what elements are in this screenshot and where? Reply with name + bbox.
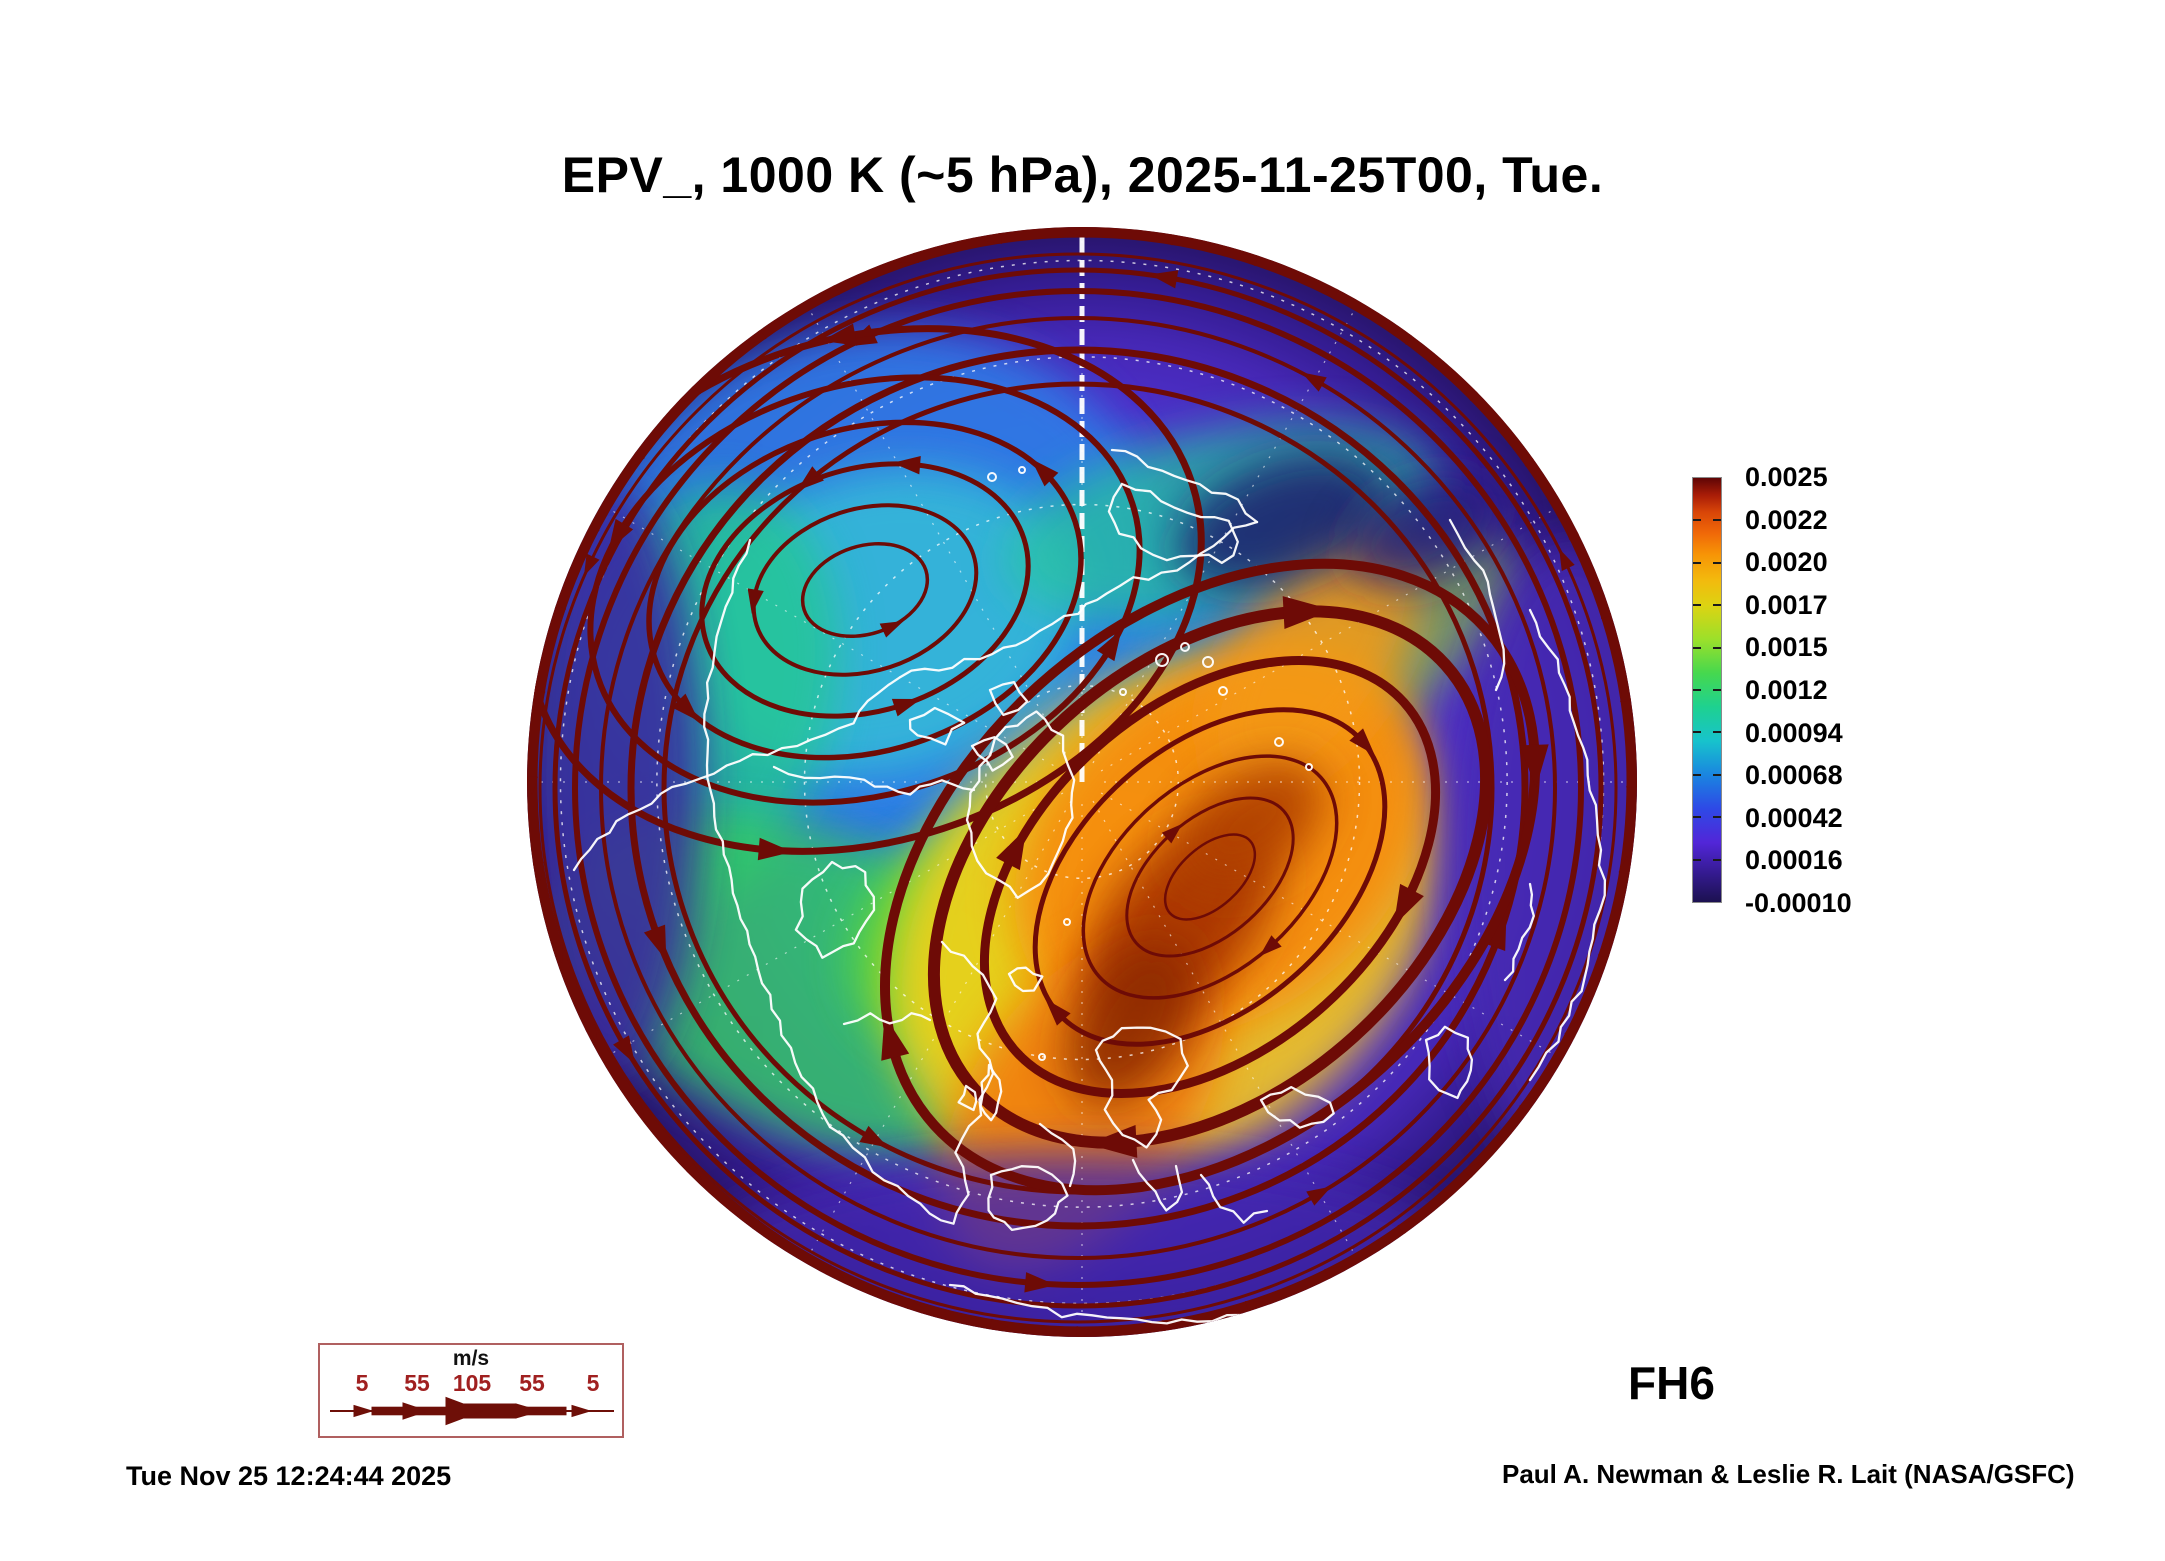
colorbar-tick-label: 0.0017 <box>1745 589 1828 620</box>
coastline-arctic-island-3 <box>988 680 1029 717</box>
coastline-east-asia-coast <box>1528 608 1607 1082</box>
colorbar-tick <box>1713 774 1721 776</box>
island-outline <box>1180 642 1190 652</box>
colorbar-tick <box>1693 774 1701 776</box>
wind-speed-value: 55 <box>404 1370 430 1396</box>
colorbar-tick-label: 0.0022 <box>1745 504 1828 535</box>
coastline-italy <box>1131 1158 1184 1212</box>
streamlines <box>527 227 1637 1337</box>
wind-legend-unit-label: m/s <box>452 1347 490 1370</box>
colorbar-tick <box>1693 731 1701 733</box>
forecast-hour-label: FH6 <box>1628 1357 1715 1409</box>
coastline-chukotka <box>1110 448 1259 524</box>
colorbar-tick <box>1713 731 1721 733</box>
island-outline <box>1305 763 1313 771</box>
plot-title: EPV_, 1000 K (~5 hPa), 2025-11-25T00, Tu… <box>561 147 1604 203</box>
coastline-caspian-sea <box>1424 1025 1474 1100</box>
coastline-iceland <box>1007 966 1044 993</box>
polar-map <box>522 222 1642 1342</box>
coastline-arctic-island-2 <box>970 736 1014 772</box>
coastline-japan <box>1503 882 1535 982</box>
colorbar-tick <box>1713 562 1721 564</box>
wind-speed-value: 105 <box>452 1370 492 1396</box>
coastline-canada-arctic-coast <box>772 765 976 796</box>
coastline-greenland <box>965 710 1076 899</box>
colorbar-tick-label: 0.00042 <box>1745 802 1843 833</box>
polar-map-canvas <box>527 227 1637 1337</box>
wind-speed-value: 55 <box>519 1370 545 1396</box>
island-outline <box>987 472 997 482</box>
colorbar-tick <box>1693 604 1701 606</box>
colorbar-tick <box>1693 689 1701 691</box>
colorbar-tick-label: 0.0012 <box>1745 675 1828 705</box>
coastline-iberia <box>987 1165 1069 1232</box>
colorbar-tick <box>1713 604 1721 606</box>
coastline-siberia-arctic-coast <box>572 520 1259 872</box>
island-outline <box>1038 1053 1046 1061</box>
colorbar-tick-label: 0.0015 <box>1745 632 1828 663</box>
coastline-arctic-island-1 <box>908 706 966 746</box>
creation-timestamp: Tue Nov 25 12:24:44 2025 <box>126 1461 452 1491</box>
colorbar-tick <box>1693 562 1701 564</box>
coastline-kamchatka <box>1448 518 1506 692</box>
colorbar-tick <box>1693 519 1701 521</box>
credit-text: Paul A. Newman & Leslie R. Lait (NASA/GS… <box>1502 1459 2075 1489</box>
coastline-great-lakes <box>842 1012 932 1026</box>
coastline-hudson-bay <box>794 860 876 959</box>
colorbar-tick <box>1693 816 1701 818</box>
island-outline <box>1063 918 1071 926</box>
island-outline <box>1202 656 1214 668</box>
coastline-great-britain <box>979 1063 1003 1122</box>
colorbar-tick-label: 0.0020 <box>1745 547 1828 578</box>
colorbar <box>1692 477 1722 903</box>
colorbar-tick <box>1713 689 1721 691</box>
colorbar-tick <box>1713 816 1721 818</box>
wind-speed-value: 5 <box>586 1370 600 1396</box>
coastline-black-sea <box>1259 1085 1335 1129</box>
colorbar-tick <box>1713 519 1721 521</box>
wind-scale-arrow-icon <box>330 1396 614 1426</box>
colorbar-tick <box>1693 859 1701 861</box>
colorbar-tick-label: 0.00068 <box>1745 760 1843 791</box>
wind-speed-value: 5 <box>355 1370 369 1396</box>
colorbar-tick-label: -0.00010 <box>1745 888 1852 918</box>
coastline-scandinavia <box>1094 1026 1189 1149</box>
island-outline <box>1218 686 1228 696</box>
coastline-ireland <box>957 1084 978 1112</box>
colorbar-tick <box>1713 859 1721 861</box>
coastline-na-west-coast <box>703 538 832 1129</box>
map-layers <box>527 227 1637 1337</box>
coastline-na-south-east-coast <box>828 940 998 1225</box>
coastline-balkans-greece <box>1199 1173 1269 1224</box>
colorbar-tick-label: 0.00016 <box>1745 845 1843 876</box>
coastline-alaska <box>1107 482 1239 565</box>
island-outline <box>1018 466 1026 474</box>
island-outline <box>1155 653 1169 667</box>
colorbar-tick-label: 0.00094 <box>1745 717 1843 748</box>
island-outline <box>1274 737 1284 747</box>
coastline-europe-coast <box>1038 1122 1077 1188</box>
colorbar-tick-label: 0.0025 <box>1745 462 1828 492</box>
wind-speed-legend: m/s 5 55 105 55 5 <box>318 1343 624 1438</box>
island-outline <box>1119 688 1127 696</box>
colorbar-tick <box>1713 647 1721 649</box>
colorbar-tick <box>1693 647 1701 649</box>
